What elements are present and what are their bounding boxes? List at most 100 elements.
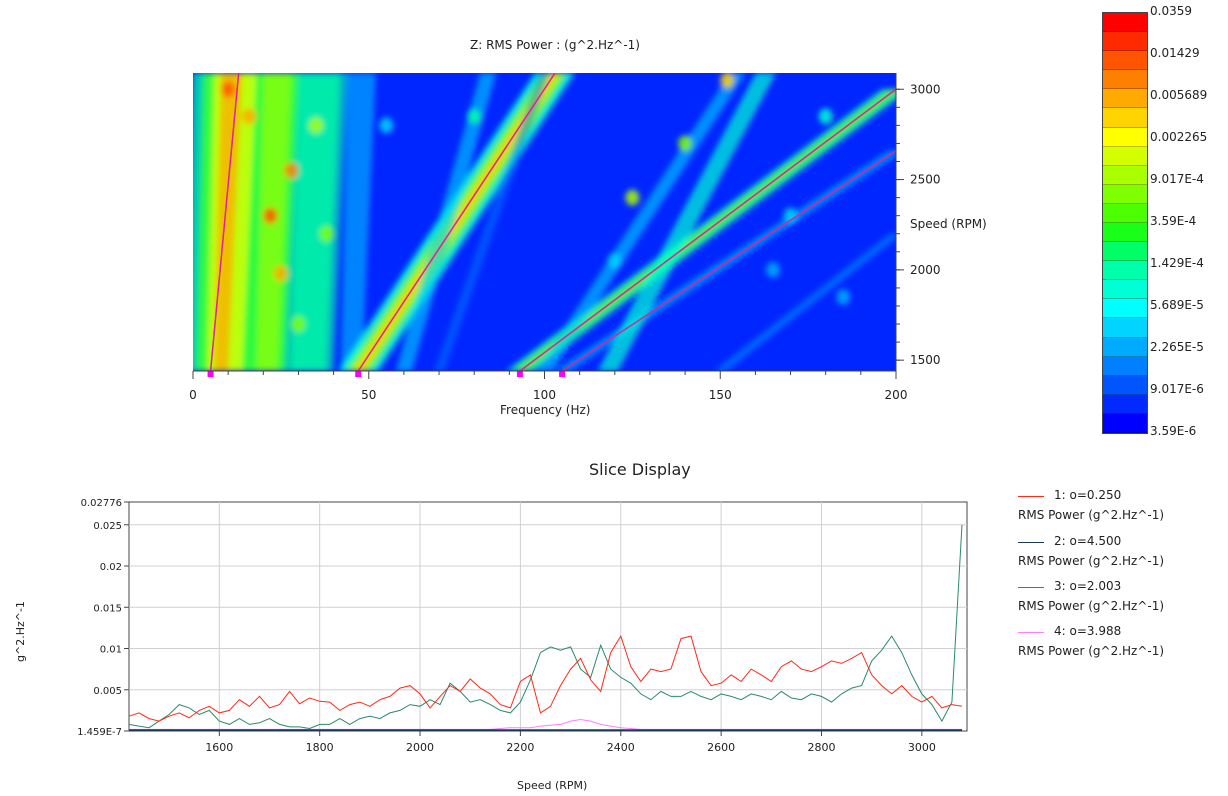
colorbar-label: 1.429E-4 [1150, 256, 1204, 270]
colorbar-segment [1103, 299, 1147, 319]
legend-sub: RMS Power (g^2.Hz^-1) [1018, 508, 1165, 522]
heatmap-blob [678, 135, 693, 152]
legend-sub: RMS Power (g^2.Hz^-1) [1018, 644, 1165, 658]
colorbar-segment [1103, 89, 1147, 109]
waterfall-title: Z: RMS Power : (g^2.Hz^-1) [470, 38, 640, 52]
heatmap-band [536, 73, 746, 371]
order-line [519, 88, 896, 371]
slice-y-ticks: 0.02776 0.025 0.02 0.015 0.01 0.005 1.459E-7 [77, 498, 129, 738]
frequency-tick-label: 200 [885, 388, 908, 402]
frequency-tick-label: 50 [361, 388, 376, 402]
colorbar-segment [1103, 318, 1147, 338]
slice-title: Slice Display [589, 460, 691, 479]
frequency-ticks: 0 50 100 150 200 [189, 371, 907, 402]
speed-tick-label: 1500 [910, 353, 941, 367]
slice-series-line [128, 634, 963, 722]
heatmap-band [434, 73, 550, 371]
colorbar-segment [1103, 356, 1147, 376]
order-markers [207, 371, 566, 377]
colorbar-segment [1103, 261, 1147, 281]
colorbar-label: 3.59E-4 [1150, 214, 1197, 228]
colorbar-segment [1103, 127, 1147, 147]
order-line [561, 150, 896, 371]
heatmap-blob [379, 117, 394, 134]
colorbar-label: 5.689E-5 [1150, 298, 1204, 312]
heatmap-band [597, 73, 776, 371]
order-line [357, 73, 556, 371]
legend-sub: RMS Power (g^2.Hz^-1) [1018, 554, 1165, 568]
order-marker[interactable] [559, 371, 566, 377]
colorbar-segment [1103, 337, 1147, 357]
heatmap-blob [291, 316, 306, 333]
slice-series-line [128, 524, 963, 730]
slice-y-tick-label: 0.01 [100, 645, 122, 656]
colorbar-label: 2.265E-5 [1150, 340, 1204, 354]
slice-x-tick-label: 2600 [707, 741, 735, 754]
speed-tick-label: 2500 [910, 173, 941, 187]
heatmap-blob [467, 108, 482, 125]
heatmap-band [714, 233, 896, 371]
colorbar-segment [1103, 146, 1147, 166]
slice-x-tick-label: 1600 [205, 741, 233, 754]
heatmap-band [513, 89, 896, 371]
colorbar-segment [1103, 242, 1147, 262]
legend-label: 1: o=0.250 [1054, 488, 1122, 502]
colorbar-labels: 0.0359 0.01429 0.005689 0.002265 9.017E-4 3.5… [1150, 4, 1228, 440]
slice-x-label: Speed (RPM) [517, 779, 587, 792]
frequency-tick-label: 150 [709, 388, 732, 402]
legend-swatch [1018, 542, 1044, 543]
legend-label: 4: o=3.988 [1054, 624, 1122, 638]
heatmap-blob [221, 81, 236, 98]
heatmap-band [291, 73, 348, 371]
colorbar-segment [1103, 184, 1147, 204]
order-marker[interactable] [516, 371, 523, 377]
slice-y-tick-label: 0.02 [100, 562, 122, 573]
slice-x-tick-label: 2400 [607, 741, 635, 754]
slice-legend: 1: o=0.250 RMS Power (g^2.Hz^-1) 2: o=4.… [1018, 486, 1218, 666]
slice-x-tick-label: 1800 [306, 741, 334, 754]
order-marker[interactable] [207, 371, 214, 377]
colorbar-segment [1103, 13, 1147, 33]
colorbar-segment [1103, 51, 1147, 71]
slice-x-tick-label: 3000 [908, 741, 936, 754]
heatmap-band [395, 73, 497, 371]
heatmap-blob [263, 207, 278, 224]
legend-swatch [1018, 587, 1044, 588]
order-line [209, 73, 240, 371]
colorbar-segment [1103, 165, 1147, 185]
heatmap-blob [242, 108, 257, 125]
order-marker[interactable] [355, 371, 362, 377]
slice-y-axis-label: g^2.Hz^-1 [14, 601, 27, 662]
speed-tick-label: 3000 [910, 82, 941, 96]
speed-tick-label: 2000 [910, 263, 941, 277]
colorbar-label: 0.0359 [1150, 4, 1192, 18]
heatmap-band [214, 73, 243, 371]
legend-swatch [1018, 496, 1044, 497]
colorbar-label: 3.59E-6 [1150, 424, 1197, 438]
colorbar-segment [1103, 413, 1147, 433]
colorbar-label: 0.005689 [1150, 88, 1208, 102]
heatmap-blob [836, 288, 851, 305]
heatmap-blob [720, 73, 735, 89]
waterfall-plot[interactable]: 3000 2500 2000 1500 Speed (RPM) 0 50 100 150 20… [185, 70, 1015, 420]
slice-y-tick-label: 0.02776 [81, 498, 122, 509]
colorbar-segment [1103, 394, 1147, 414]
slice-y-tick-label: 0.015 [93, 603, 122, 614]
colorbar-segment [1103, 108, 1147, 128]
order-lines [209, 73, 896, 371]
colorbar-segment [1103, 203, 1147, 223]
slice-plot[interactable]: 0.02776 0.025 0.02 0.015 0.01 0.005 1.459E-7 1… [0, 480, 1000, 796]
colorbar-segment [1103, 70, 1147, 90]
colorbar-label: 0.01429 [1150, 46, 1200, 60]
colorbar-segment [1103, 280, 1147, 300]
speed-ticks: 3000 2500 2000 1500 [896, 82, 941, 367]
legend-sub: RMS Power (g^2.Hz^-1) [1018, 599, 1165, 613]
heatmap-blob [625, 189, 640, 206]
heatmap-blob [319, 225, 334, 242]
slice-y-tick-label: 0.025 [93, 521, 122, 532]
slice-x-tick-label: 2800 [807, 741, 835, 754]
colorbar-label: 9.017E-6 [1150, 382, 1204, 396]
frequency-axis-label: Frequency (Hz) [500, 403, 591, 417]
heatmap-blob [818, 108, 833, 125]
slice-y-tick-label: 0.005 [93, 686, 122, 697]
